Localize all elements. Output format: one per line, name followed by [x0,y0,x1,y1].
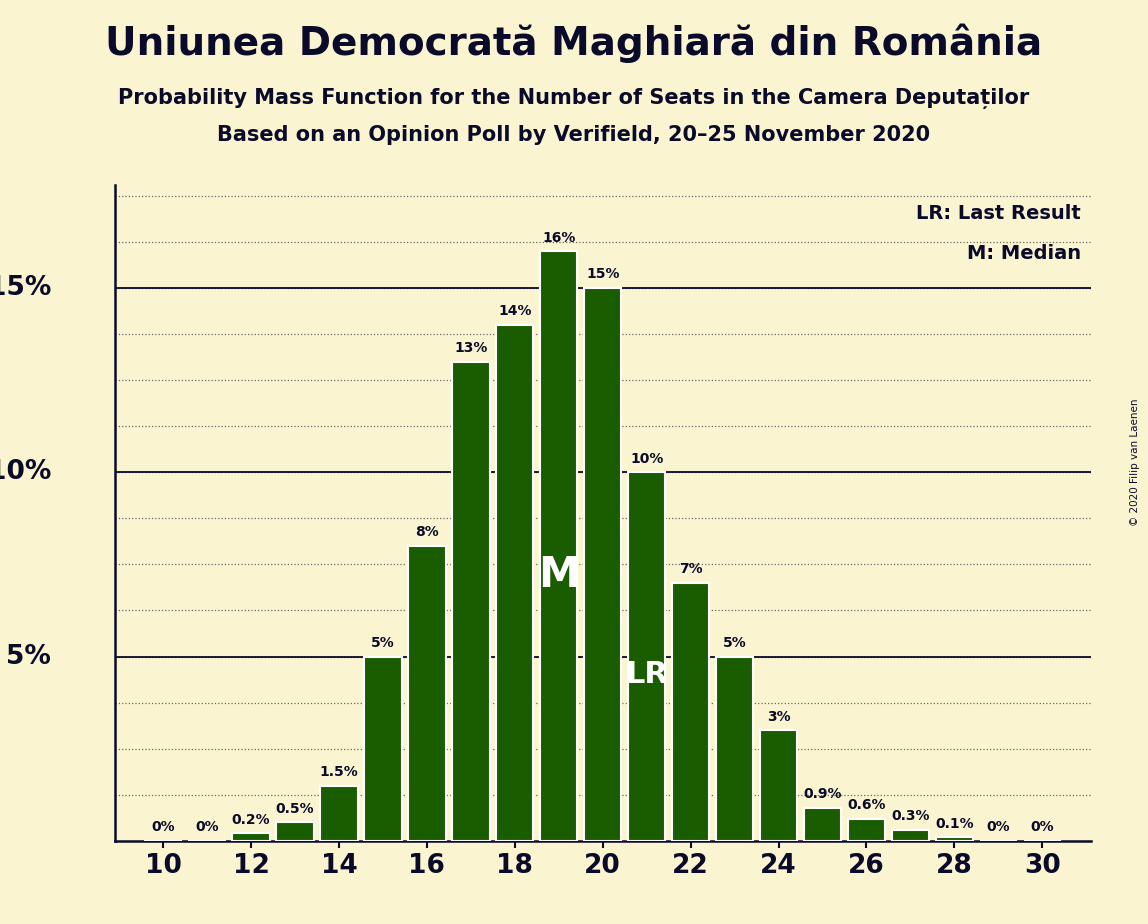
Text: 0%: 0% [1031,821,1054,834]
Bar [496,325,534,841]
Text: 14%: 14% [498,304,532,318]
Bar [277,822,313,841]
Text: 8%: 8% [416,526,439,540]
Text: Uniunea Democrată Maghiară din România: Uniunea Democrată Maghiară din România [106,23,1042,63]
Text: 16%: 16% [542,230,575,245]
Text: Probability Mass Function for the Number of Seats in the Camera Deputaților: Probability Mass Function for the Number… [118,88,1030,109]
Bar [672,583,709,841]
Bar [716,657,753,841]
Text: 13%: 13% [455,341,488,355]
Text: 0.3%: 0.3% [891,809,930,823]
Bar [540,251,577,841]
Text: 1.5%: 1.5% [319,765,358,779]
Text: 5%: 5% [7,643,52,670]
Text: 5%: 5% [723,636,746,650]
Bar [409,546,445,841]
Text: 15%: 15% [585,267,620,282]
Bar [364,657,402,841]
Bar [936,837,974,841]
Text: LR: Last Result: LR: Last Result [916,204,1080,224]
Bar [892,830,929,841]
Bar [628,472,666,841]
Text: 0.5%: 0.5% [276,802,315,816]
Bar [760,730,797,841]
Bar [320,785,358,841]
Text: 0.6%: 0.6% [847,798,885,812]
Bar [804,808,841,841]
Text: 7%: 7% [678,562,703,577]
Text: 10%: 10% [630,452,664,466]
Text: 0%: 0% [986,821,1010,834]
Bar [584,288,621,841]
Text: 0%: 0% [195,821,219,834]
Text: 0.9%: 0.9% [804,787,841,801]
Text: 0.2%: 0.2% [232,813,271,827]
Bar [452,361,489,841]
Text: Based on an Opinion Poll by Verifield, 20–25 November 2020: Based on an Opinion Poll by Verifield, 2… [217,125,931,145]
Text: M: Median: M: Median [967,244,1080,262]
Text: © 2020 Filip van Laenen: © 2020 Filip van Laenen [1130,398,1140,526]
Text: 0.1%: 0.1% [934,817,974,831]
Text: 15%: 15% [0,275,52,301]
Text: 0%: 0% [152,821,174,834]
Text: LR: LR [626,661,668,689]
Text: 10%: 10% [0,459,52,485]
Text: 3%: 3% [767,710,790,723]
Bar [847,819,885,841]
Text: 5%: 5% [371,636,395,650]
Text: M: M [538,554,580,597]
Bar [232,833,270,841]
